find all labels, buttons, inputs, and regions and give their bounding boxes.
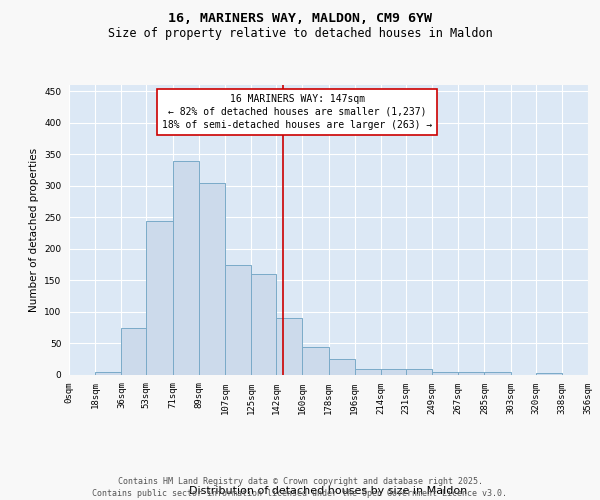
Bar [225, 264, 251, 375]
Text: Contains HM Land Registry data © Crown copyright and database right 2025.
Contai: Contains HM Land Registry data © Crown c… [92, 476, 508, 498]
Bar [173, 160, 199, 375]
Bar [251, 274, 276, 375]
Bar [406, 368, 432, 375]
Y-axis label: Number of detached properties: Number of detached properties [29, 148, 38, 312]
Bar [381, 368, 406, 375]
Text: 16 MARINERS WAY: 147sqm
← 82% of detached houses are smaller (1,237)
18% of semi: 16 MARINERS WAY: 147sqm ← 82% of detache… [162, 94, 433, 130]
Text: 16, MARINERS WAY, MALDON, CM9 6YW: 16, MARINERS WAY, MALDON, CM9 6YW [168, 12, 432, 26]
Bar [329, 359, 355, 375]
Bar [458, 372, 484, 375]
Bar [121, 328, 146, 375]
Bar [536, 373, 562, 375]
Bar [146, 220, 173, 375]
Bar [276, 318, 302, 375]
Text: Size of property relative to detached houses in Maldon: Size of property relative to detached ho… [107, 28, 493, 40]
Bar [199, 182, 225, 375]
Bar [302, 346, 329, 375]
Bar [484, 372, 511, 375]
Bar [95, 372, 121, 375]
Bar [355, 368, 381, 375]
X-axis label: Distribution of detached houses by size in Maldon: Distribution of detached houses by size … [190, 486, 467, 496]
Bar [432, 372, 458, 375]
